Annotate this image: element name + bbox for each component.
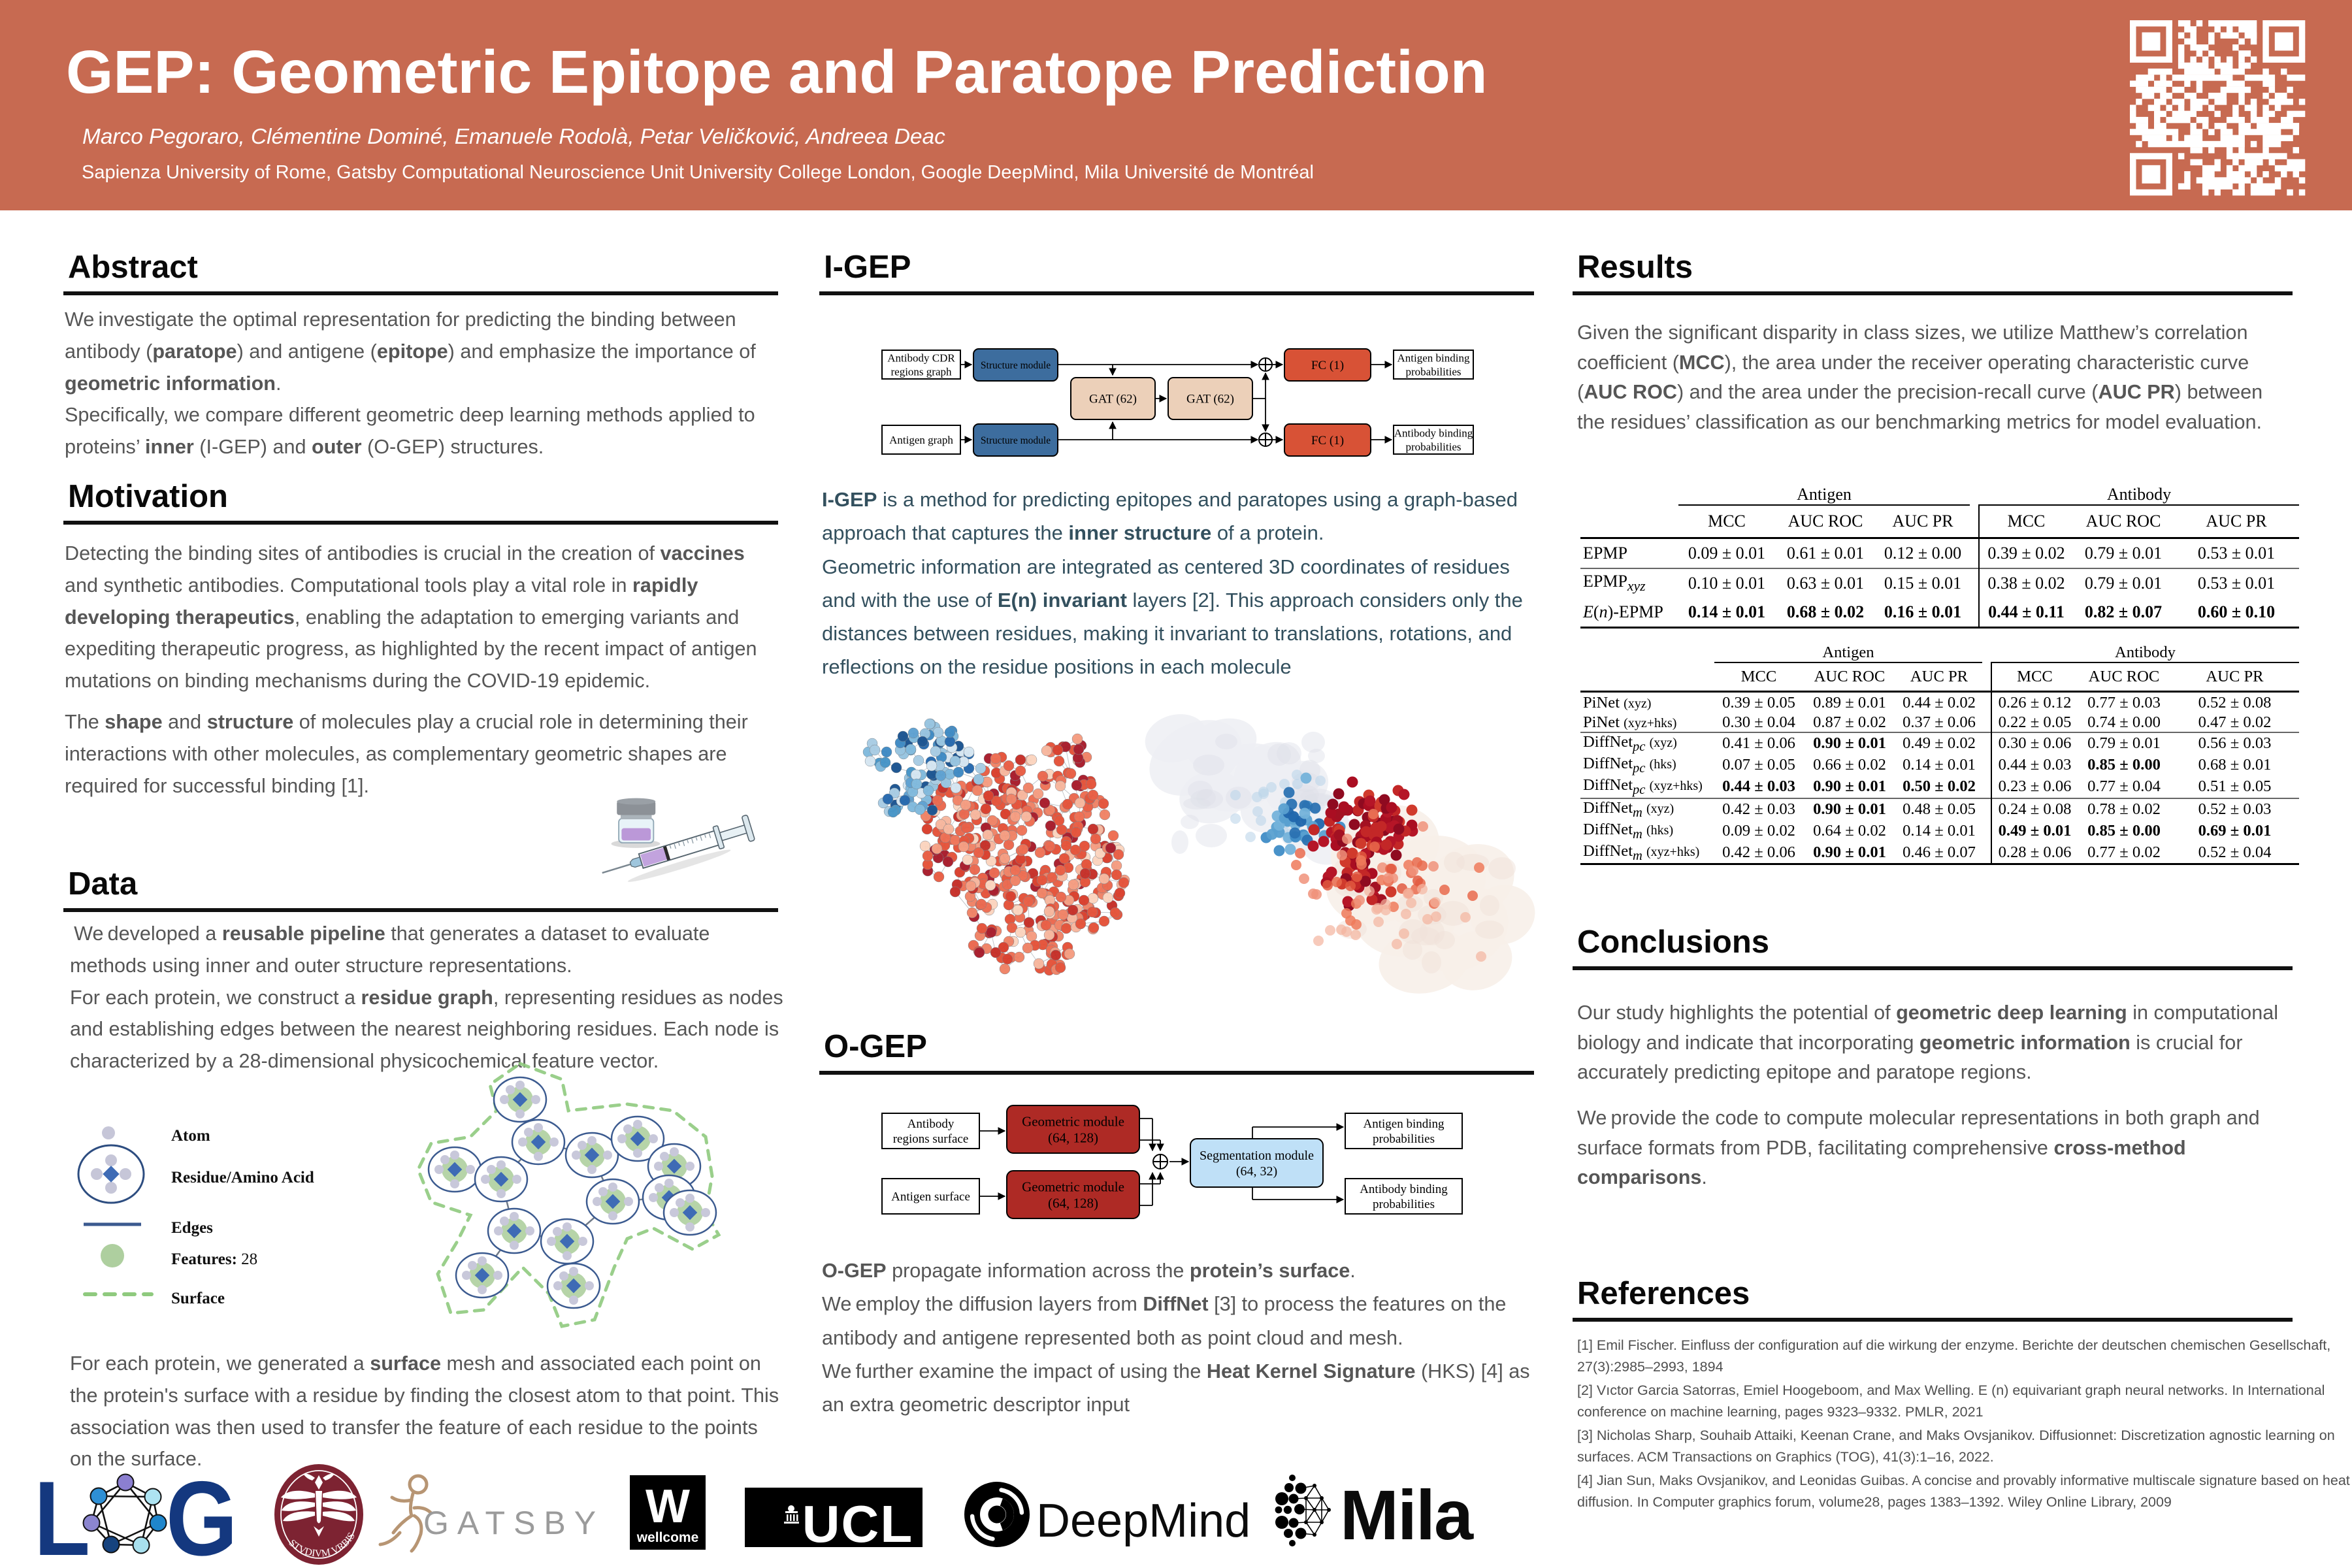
svg-text:STVDIVM VRBIS: STVDIVM VRBIS bbox=[287, 1531, 357, 1560]
svg-text:Antibody binding: Antibody binding bbox=[1394, 427, 1473, 440]
svg-text:probabilities: probabilities bbox=[1406, 366, 1462, 378]
svg-text:Antigen surface: Antigen surface bbox=[891, 1190, 970, 1204]
svg-text:Antibody: Antibody bbox=[907, 1117, 955, 1131]
svg-text:W: W bbox=[645, 1480, 690, 1533]
svg-text:Antigen binding: Antigen binding bbox=[1363, 1117, 1445, 1131]
svg-text:probabilities: probabilities bbox=[1373, 1198, 1435, 1211]
svg-text:Geometric module: Geometric module bbox=[1022, 1113, 1124, 1129]
svg-text:Segmentation module: Segmentation module bbox=[1200, 1149, 1314, 1163]
svg-text:Mila: Mila bbox=[1340, 1475, 1474, 1554]
svg-text:Structure module: Structure module bbox=[981, 435, 1051, 446]
svg-text:GAT (62): GAT (62) bbox=[1186, 393, 1234, 406]
svg-text:UCL: UCL bbox=[802, 1495, 913, 1553]
svg-text:(64, 128): (64, 128) bbox=[1048, 1130, 1098, 1145]
svg-text:Structure module: Structure module bbox=[981, 360, 1051, 371]
svg-text:Antigen binding: Antigen binding bbox=[1397, 352, 1470, 365]
svg-text:G: G bbox=[166, 1460, 238, 1568]
svg-text:Antibody binding: Antibody binding bbox=[1360, 1183, 1448, 1196]
svg-text:wellcome: wellcome bbox=[636, 1530, 699, 1545]
svg-text:probabilities: probabilities bbox=[1406, 441, 1462, 453]
svg-text:FC (1): FC (1) bbox=[1311, 434, 1344, 448]
svg-text:GAT (62): GAT (62) bbox=[1089, 393, 1137, 406]
svg-text:regions surface: regions surface bbox=[893, 1132, 969, 1146]
svg-text:DeepMind: DeepMind bbox=[1036, 1495, 1250, 1547]
svg-text:GATSBY: GATSBY bbox=[423, 1505, 604, 1541]
svg-text:probabilities: probabilities bbox=[1373, 1132, 1435, 1146]
svg-text:L: L bbox=[34, 1460, 90, 1568]
svg-text:(64, 128): (64, 128) bbox=[1048, 1195, 1098, 1211]
svg-text:FC (1): FC (1) bbox=[1311, 359, 1344, 372]
svg-text:Geometric module: Geometric module bbox=[1022, 1179, 1124, 1194]
svg-text:(64, 32): (64, 32) bbox=[1236, 1164, 1277, 1179]
